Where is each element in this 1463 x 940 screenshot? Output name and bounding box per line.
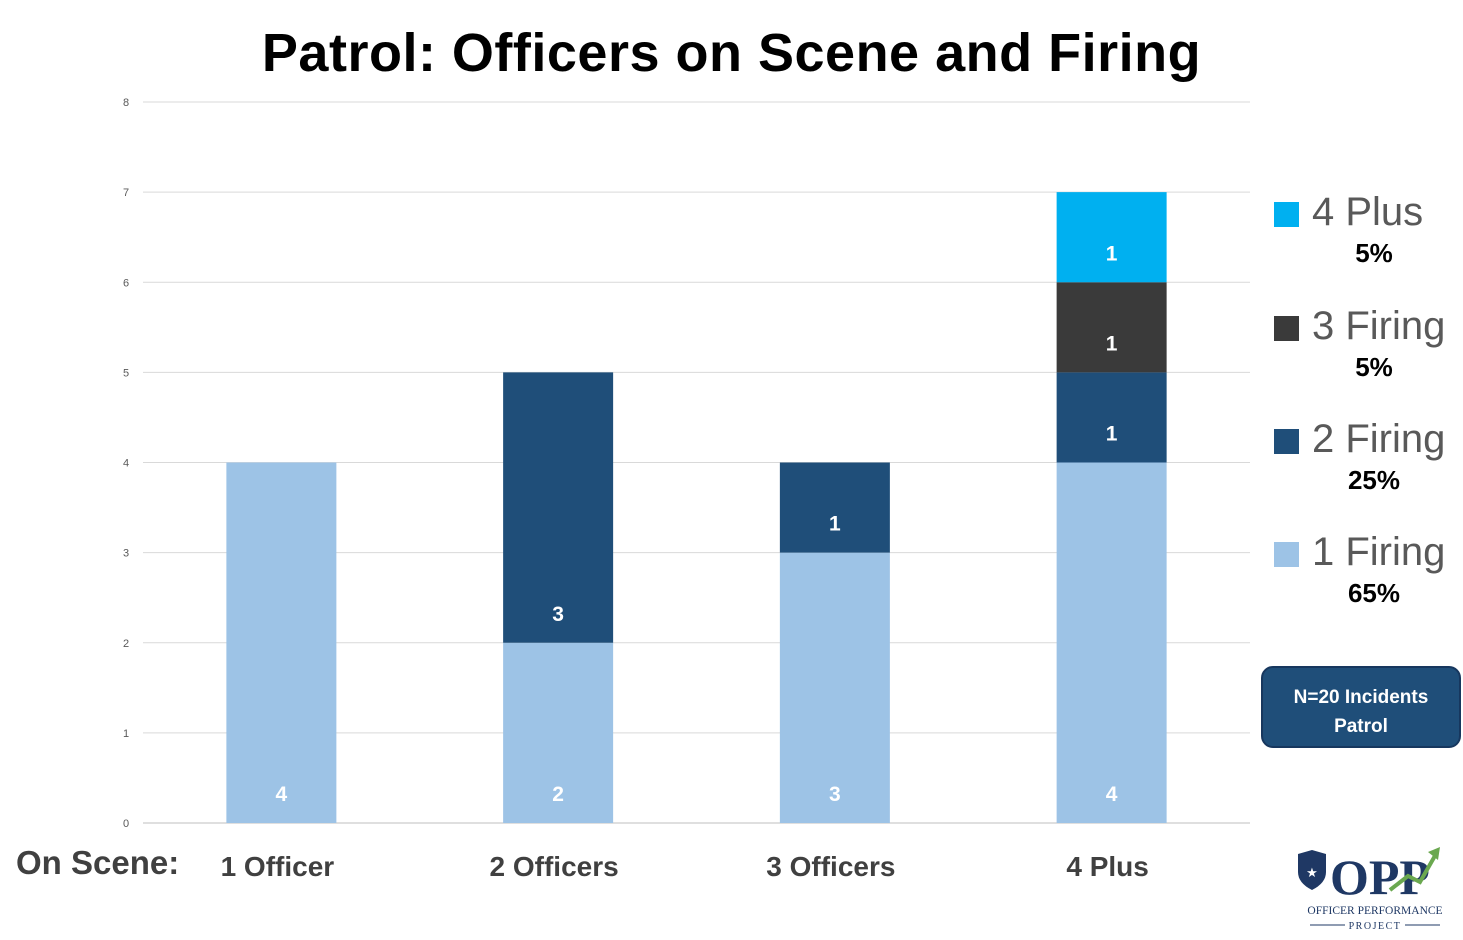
x-category-label: 2 Officers bbox=[490, 851, 619, 882]
opp-logo: ★ OPP OFFICER PERFORMANCE PROJECT bbox=[1298, 847, 1443, 932]
legend-percentage: 5% bbox=[1355, 352, 1393, 382]
note-line-1: N=20 Incidents bbox=[1293, 687, 1429, 708]
data-label: 2 bbox=[552, 783, 564, 806]
legend-label: 1 Firing bbox=[1312, 530, 1446, 574]
legend-swatch bbox=[1274, 542, 1299, 567]
logo-subtitle-1: OFFICER PERFORMANCE bbox=[1307, 905, 1442, 917]
legend-percentage: 65% bbox=[1347, 578, 1401, 608]
data-label: 1 bbox=[829, 513, 841, 536]
bar-segment bbox=[1056, 282, 1167, 373]
bar-segment bbox=[503, 642, 614, 823]
data-label: 3 bbox=[552, 603, 564, 626]
bar-segment bbox=[1056, 192, 1167, 283]
note-line-2: Patrol bbox=[1334, 716, 1388, 737]
y-tick-label: 6 bbox=[123, 277, 129, 289]
x-category-label: 3 Officers bbox=[766, 851, 895, 882]
bar-segment bbox=[1056, 462, 1167, 823]
data-label: 4 bbox=[276, 783, 288, 806]
legend-label: 4 Plus bbox=[1312, 190, 1424, 234]
data-label: 4 bbox=[1106, 783, 1118, 806]
y-tick-label: 7 bbox=[123, 187, 129, 199]
sample-size-note: N=20 Incidents Patrol bbox=[1261, 666, 1461, 748]
legend-percentage: 25% bbox=[1347, 465, 1401, 495]
x-axis-title: On Scene: bbox=[16, 844, 180, 881]
badge-icon bbox=[1298, 850, 1326, 890]
legend-percentage: 5% bbox=[1355, 238, 1393, 268]
x-category-label: 1 Officer bbox=[221, 851, 335, 882]
bar-segment bbox=[1056, 372, 1167, 463]
x-category-label: 4 Plus bbox=[1066, 851, 1148, 882]
legend-label: 2 Firing bbox=[1312, 417, 1446, 461]
legend-swatch bbox=[1274, 202, 1299, 227]
y-tick-label: 4 bbox=[123, 458, 129, 470]
y-tick-label: 5 bbox=[123, 367, 129, 379]
chart-title: Patrol: Officers on Scene and Firing bbox=[261, 23, 1202, 83]
data-label: 1 bbox=[1106, 332, 1118, 355]
y-tick-label: 1 bbox=[123, 728, 129, 740]
legend-swatch bbox=[1274, 429, 1299, 454]
data-label: 1 bbox=[1106, 242, 1118, 265]
y-tick-label: 2 bbox=[123, 638, 129, 650]
legend-label: 3 Firing bbox=[1312, 304, 1446, 348]
bar-segment bbox=[779, 552, 890, 823]
y-tick-label: 0 bbox=[123, 818, 129, 830]
data-label: 3 bbox=[829, 783, 841, 806]
bar-segment bbox=[503, 372, 614, 643]
y-tick-label: 3 bbox=[123, 548, 129, 560]
svg-text:★: ★ bbox=[1306, 866, 1318, 881]
legend-swatch bbox=[1274, 316, 1299, 341]
logo-letters: OPP bbox=[1330, 849, 1430, 905]
x-axis: 1 Officer 2 Officers 3 Officers 4 Plus bbox=[221, 851, 1149, 882]
y-axis: 0 1 2 3 4 5 6 7 8 bbox=[123, 97, 129, 830]
y-tick-label: 8 bbox=[123, 97, 129, 109]
data-label: 1 bbox=[1106, 423, 1118, 446]
bar-segment bbox=[779, 462, 890, 553]
growth-arrow-icon bbox=[1388, 853, 1438, 892]
bars: 4 2 3 3 1 4 1 1 1 bbox=[226, 192, 1167, 823]
logo-subtitle-2: PROJECT bbox=[1349, 921, 1402, 932]
bar-segment bbox=[226, 462, 337, 823]
